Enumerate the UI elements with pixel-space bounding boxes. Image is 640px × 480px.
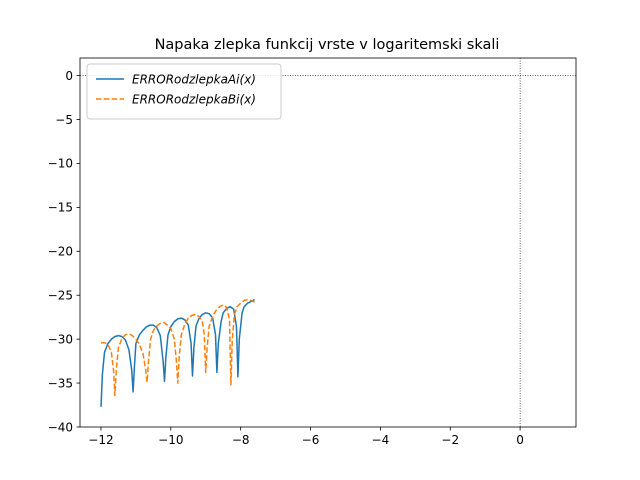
x-tick-label: −2 — [441, 433, 459, 447]
legend-label-0: ERRORodzlepkaAi(x) — [132, 72, 256, 86]
y-tick-label: −20 — [48, 245, 73, 259]
series-line-0 — [100, 298, 255, 407]
y-tick-label: −15 — [48, 201, 73, 215]
y-tick-label: −40 — [48, 420, 73, 434]
chart-title: Napaka zlepka funkcij vrste v logaritems… — [155, 37, 500, 53]
x-tick-label: −10 — [158, 433, 183, 447]
x-tick-label: −12 — [88, 433, 113, 447]
y-tick-label: −25 — [48, 289, 73, 303]
y-tick-label: −5 — [55, 113, 73, 127]
y-tick-label: −30 — [48, 332, 73, 346]
plot-area: −12 −10 −8 −6 −4 −2 00−5−10−15−20−25−30−35−40E… — [48, 57, 577, 447]
legend-label-1: ERRORodzlepkaBi(x) — [132, 92, 256, 106]
y-tick-label: −35 — [48, 376, 73, 390]
x-tick-label: −8 — [232, 433, 250, 447]
series-line-1 — [101, 298, 255, 397]
x-tick-label: 0 — [516, 433, 524, 447]
axes-frame — [79, 57, 577, 428]
legend-box — [86, 63, 282, 120]
y-tick-label: 0 — [65, 69, 73, 83]
x-tick-label: −6 — [302, 433, 320, 447]
y-tick-label: −10 — [48, 157, 73, 171]
x-tick-label: −4 — [372, 433, 390, 447]
